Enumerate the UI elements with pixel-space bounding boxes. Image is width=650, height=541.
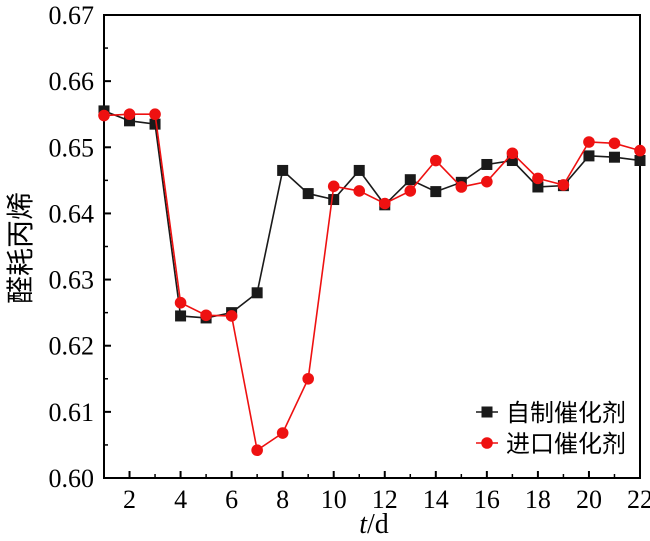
x-tick-label: 4 (174, 485, 187, 514)
data-point (124, 115, 136, 127)
x-tick-label: 12 (372, 485, 398, 514)
data-point (430, 154, 442, 167)
data-point (302, 372, 314, 385)
series-2 (98, 108, 646, 457)
y-tick-label: 0.63 (49, 266, 95, 295)
data-point (583, 136, 595, 148)
x-tick-label: 16 (474, 485, 500, 514)
data-point (98, 109, 110, 122)
data-point (608, 137, 621, 150)
x-tick-label: 6 (225, 485, 238, 514)
legend-entry: 进口催化剂 (476, 431, 626, 458)
x-tick-label: 22 (627, 485, 650, 514)
x-axis-title-unit: /d (367, 509, 389, 540)
x-tick-label: 2 (123, 485, 136, 514)
series-layer (98, 105, 646, 457)
x-tick-label: 18 (525, 485, 551, 514)
data-point (481, 175, 493, 188)
y-tick-label: 0.64 (49, 199, 95, 228)
y-tick-label: 0.60 (49, 464, 95, 493)
legend-label: 自制催化剂 (506, 400, 626, 427)
data-point (149, 108, 161, 121)
data-point (404, 185, 417, 197)
data-point (532, 172, 544, 185)
data-point (481, 158, 493, 170)
series-1 (98, 105, 646, 324)
data-point (634, 155, 646, 167)
axes: 0.60 0.61 0.62 0.63 0.64 0.65 0.66 0.67 2 4 6 8 10 12… (49, 1, 650, 514)
legend-marker (481, 437, 493, 449)
x-tick-label: 20 (576, 485, 602, 514)
data-point (557, 179, 570, 191)
data-point (276, 427, 289, 439)
data-point (404, 174, 416, 186)
y-axis-title: 醛耗丙烯 (5, 192, 37, 304)
data-point (200, 309, 212, 322)
series-line (103, 113, 641, 452)
x-tick-label: 8 (276, 485, 289, 514)
y-tick-label: 0.62 (49, 332, 95, 361)
legend-label: 进口催化剂 (506, 431, 626, 458)
data-point (149, 118, 161, 130)
data-point (430, 186, 442, 198)
y-tick-label: 0.65 (49, 133, 95, 162)
data-point (378, 197, 391, 210)
data-point (608, 151, 620, 163)
data-point (251, 444, 263, 457)
y-tick-label: 0.61 (49, 398, 95, 427)
y-tick-label: 0.66 (49, 67, 95, 96)
data-point (583, 150, 595, 162)
legend-marker (481, 406, 493, 418)
data-point (175, 310, 187, 322)
data-point (327, 180, 340, 193)
data-point (302, 188, 314, 200)
data-point (174, 296, 187, 309)
data-point (353, 185, 366, 197)
data-point (251, 287, 263, 299)
data-point (123, 108, 136, 121)
data-point (353, 164, 365, 176)
x-axis-title: t/d (359, 509, 389, 540)
data-point (277, 164, 289, 176)
data-point (634, 144, 646, 157)
data-point (506, 155, 518, 167)
x-tick-label: 10 (321, 485, 347, 514)
data-point (532, 181, 544, 193)
data-point (328, 194, 340, 206)
data-point (506, 147, 519, 160)
y-tick-label: 0.67 (49, 1, 95, 30)
series-line (103, 110, 641, 319)
x-axis-title-variable: t (359, 509, 368, 540)
legend-entry: 自制催化剂 (476, 400, 626, 427)
x-tick-label: 14 (423, 485, 449, 514)
data-point (455, 181, 468, 193)
data-point (225, 310, 238, 322)
